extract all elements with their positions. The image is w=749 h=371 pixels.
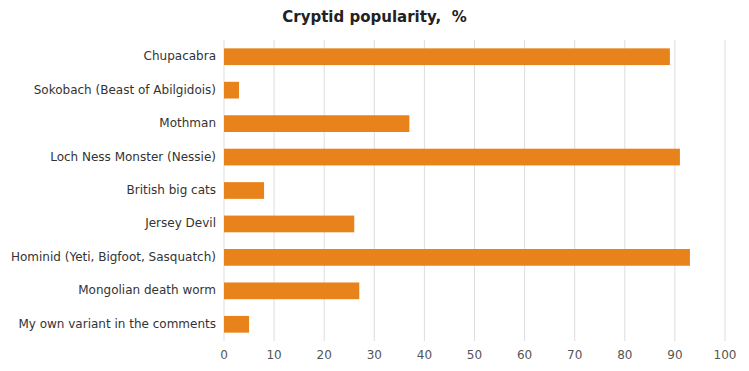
- bar: [224, 216, 354, 233]
- title: Cryptid popularity, %: [282, 8, 466, 26]
- bar: [224, 249, 690, 266]
- grid: [224, 40, 725, 341]
- tick-label: 30: [367, 348, 382, 362]
- category-label: Hominid (Yeti, Bigfoot, Sasquatch): [11, 250, 216, 264]
- tick-label: 100: [714, 348, 737, 362]
- tick-label: 0: [220, 348, 228, 362]
- tick-label: 10: [266, 348, 281, 362]
- tick-label: 20: [317, 348, 332, 362]
- category-label: Chupacabra: [144, 49, 216, 63]
- bar: [224, 115, 409, 132]
- bar: [224, 316, 249, 333]
- bars: [224, 48, 690, 332]
- bar: [224, 82, 239, 99]
- tick-label: 90: [667, 348, 682, 362]
- grid-line: [574, 40, 575, 341]
- grid-line: [474, 40, 475, 341]
- grid-line: [725, 40, 726, 341]
- grid-line: [524, 40, 525, 341]
- bar: [224, 149, 680, 166]
- chart: Cryptid popularity, % My own variant in t…: [0, 0, 749, 371]
- category-label: Mothman: [159, 116, 216, 130]
- category-label: Sokobach (Beast of Abilgidois): [34, 83, 216, 97]
- category-label: Mongolian death worm: [78, 283, 216, 297]
- bar: [224, 282, 359, 299]
- category-label: British big cats: [126, 183, 216, 197]
- grid-line: [424, 40, 425, 341]
- grid-line: [374, 40, 375, 341]
- tick-label: 80: [617, 348, 632, 362]
- category-label: Jersey Devil: [144, 216, 216, 230]
- grid-line: [674, 40, 675, 341]
- bar: [224, 48, 670, 65]
- tick-label: 50: [467, 348, 482, 362]
- tick-label: 60: [517, 348, 532, 362]
- grid-line: [624, 40, 625, 341]
- bar: [224, 182, 264, 199]
- category-label: My own variant in the comments: [18, 317, 216, 331]
- tick-label: 70: [567, 348, 582, 362]
- tick-label: 40: [417, 348, 432, 362]
- category-label: Loch Ness Monster (Nessie): [50, 150, 216, 164]
